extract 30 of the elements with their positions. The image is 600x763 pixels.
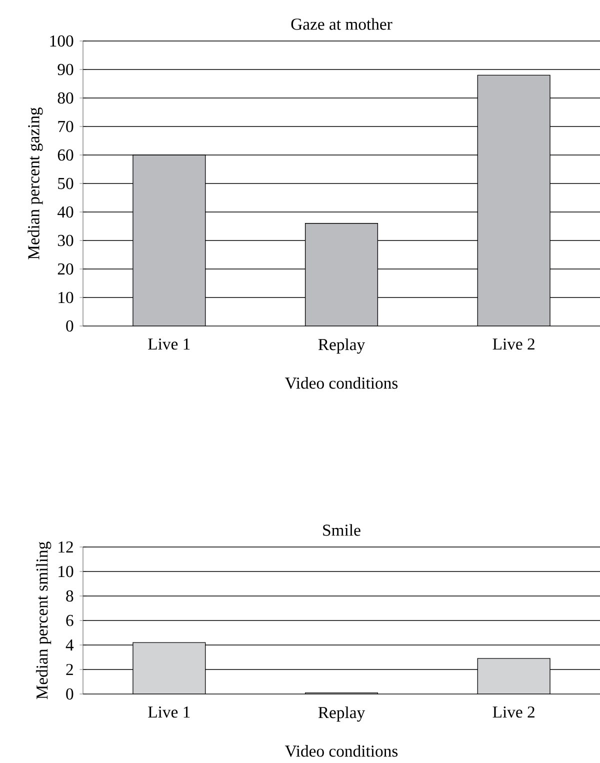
y-tick-label: 12: [58, 541, 73, 553]
y-tick-label: 2: [66, 664, 73, 676]
x-tick-label: Live 2: [492, 338, 534, 350]
chart-title: Smile: [323, 524, 360, 536]
y-tick-label: 70: [58, 120, 74, 132]
y-tick-label: 0: [66, 688, 74, 700]
y-axis-title: Median percent gazing: [27, 107, 43, 260]
y-tick-label: 6: [66, 614, 74, 626]
y-axis-title: Median percent smiling: [36, 542, 51, 700]
x-tick-label: Replay: [318, 706, 365, 722]
y-tick-label: 20: [58, 263, 74, 275]
x-tick-label: Live 1: [148, 706, 190, 718]
y-tick-label: 4: [66, 640, 74, 650]
x-tick-label: Live 2: [492, 706, 534, 718]
x-tick-label: Live 1: [148, 338, 190, 350]
y-tick-label: 0: [66, 320, 74, 332]
x-axis-title: Video conditions: [284, 745, 398, 757]
y-tick-label: 60: [58, 149, 74, 161]
y-tick-label: 80: [58, 92, 74, 104]
x-tick-label: Replay: [318, 338, 365, 354]
y-tick-label: 100: [50, 35, 74, 47]
y-tick-label: 10: [58, 292, 74, 304]
chart-title: Gaze at mother: [291, 18, 392, 30]
y-tick-label: 8: [66, 590, 74, 602]
y-tick-label: 50: [58, 178, 74, 190]
y-tick-label: 40: [57, 206, 74, 218]
y-tick-label: 10: [58, 566, 74, 578]
x-axis-title: Video conditions: [284, 377, 398, 389]
y-tick-label: 30: [58, 234, 74, 246]
y-tick-label: 90: [58, 64, 74, 76]
